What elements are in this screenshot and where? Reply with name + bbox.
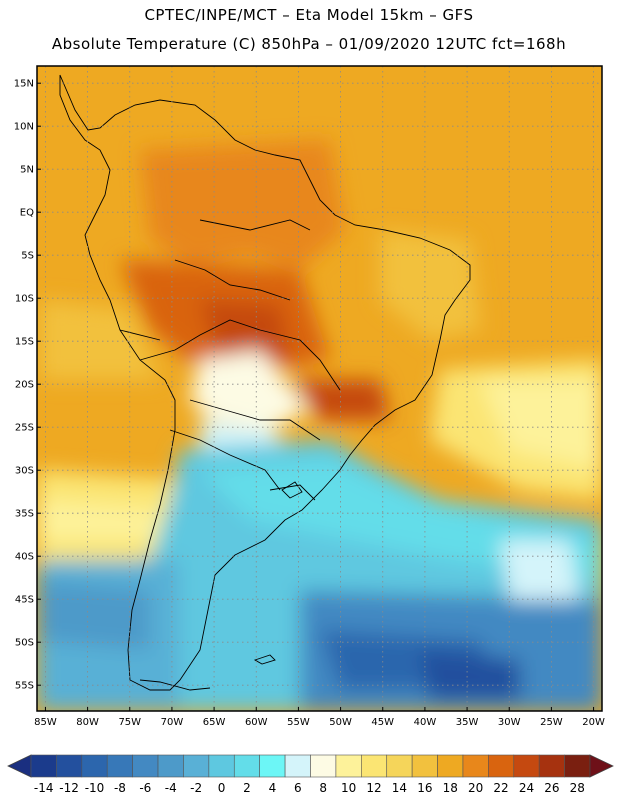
colorbar-swatch [437,754,464,778]
lat-tick-label: 5N [20,165,34,176]
colorbar-swatch [56,754,83,778]
colorbar-label: 24 [519,781,534,795]
colorbar-label: 16 [417,781,432,795]
colorbar-label: 12 [366,781,381,795]
colorbar-swatch [106,754,133,778]
lat-tick-label: 50S [15,638,34,649]
lat-tick-label: EQ [20,208,34,219]
lon-tick-label: 70W [161,717,184,728]
colorbar-label: 18 [443,781,458,795]
lon-tick-label: 20W [582,717,605,728]
colorbar-label: -14 [34,781,54,795]
colorbar-label: -12 [59,781,79,795]
colorbar-label: 8 [319,781,327,795]
lon-tick-label: 75W [118,717,141,728]
map-title: CPTEC/INPE/MCT – Eta Model 15km – GFS [144,6,474,24]
longitude-axis: 85W 80W 75W 70W 65W 60W 55W 50W 45W 40W 35W 30W 25W 2… [34,707,605,728]
lat-tick-label: 25S [15,423,34,434]
colorbar-label: -10 [85,781,105,795]
colorbar-label: 20 [468,781,483,795]
graticule [37,66,602,711]
lat-tick-label: 30S [15,466,34,477]
colorbar-swatch [361,754,388,778]
lon-tick-label: 25W [540,717,563,728]
temperature-field [37,66,602,711]
colorbar-swatch [259,754,286,778]
lon-tick-label: 80W [76,717,99,728]
map-subtitle: Absolute Temperature (C) 850hPa – 01/09/… [51,35,567,53]
colorbar-swatch [513,754,540,778]
colorbar-label: -6 [139,781,151,795]
lon-tick-label: 50W [329,717,352,728]
colorbar-swatch [411,754,438,778]
colorbar-label: -2 [190,781,202,795]
colorbar-swatch [564,754,591,778]
colorbar-label: 0 [218,781,226,795]
colorbar-under-arrow [7,754,32,778]
lon-tick-label: 55W [287,717,310,728]
colorbar-swatch [208,754,235,778]
colorbar-over-arrow [589,754,614,778]
colorbar-label: 26 [544,781,559,795]
lat-tick-label: 20S [15,380,34,391]
colorbar-swatch [284,754,311,778]
lat-tick-label: 35S [15,509,34,520]
lon-tick-label: 85W [34,717,57,728]
colorbar-swatch [157,754,184,778]
lat-tick-label: 45S [15,595,34,606]
lat-tick-label: 10N [14,122,34,133]
coastlines [59,74,471,691]
colorbar-swatch [335,754,362,778]
lat-tick-label: 5S [21,251,34,262]
lon-tick-label: 65W [203,717,226,728]
lon-tick-label: 60W [245,717,268,728]
colorbar-swatch [233,754,260,778]
colorbar-label: 4 [269,781,277,795]
colorbar-swatch [386,754,413,778]
lat-tick-label: 15N [14,79,34,90]
lat-tick-label: 55S [15,681,34,692]
lon-tick-label: 35W [456,717,479,728]
lon-tick-label: 40W [414,717,437,728]
lon-tick-label: 45W [371,717,394,728]
colorbar-label: 28 [570,781,585,795]
plot-frame [36,65,603,712]
colorbar-swatch [488,754,515,778]
lat-tick-label: 40S [15,552,34,563]
colorbar-swatch [310,754,337,778]
colorbar-swatch [30,754,57,778]
lat-tick-label: 15S [15,337,34,348]
colorbar-swatch [183,754,210,778]
colorbar-label: 6 [294,781,302,795]
lon-tick-label: 30W [498,717,521,728]
colorbar-swatch [132,754,159,778]
colorbar-swatch [462,754,489,778]
colorbar-label: 10 [341,781,356,795]
colorbar-swatch [81,754,108,778]
colorbar-label: -4 [165,781,177,795]
colorbar-label: 2 [243,781,251,795]
colorbar-label: 22 [493,781,508,795]
colorbar-swatch [538,754,565,778]
lat-tick-label: 10S [15,294,34,305]
colorbar-label: -8 [114,781,126,795]
colorbar: -14 -12 -10 -8 -6 -4 -2 0 2 4 6 8 10 12 14 16 18 20 22 24 26… [7,754,614,795]
colorbar-label: 14 [392,781,407,795]
latitude-axis: 15N 10N 5N EQ 5S 10S 15S 20S 25S 30S 35S 40S 45S 50S 5… [14,79,41,692]
